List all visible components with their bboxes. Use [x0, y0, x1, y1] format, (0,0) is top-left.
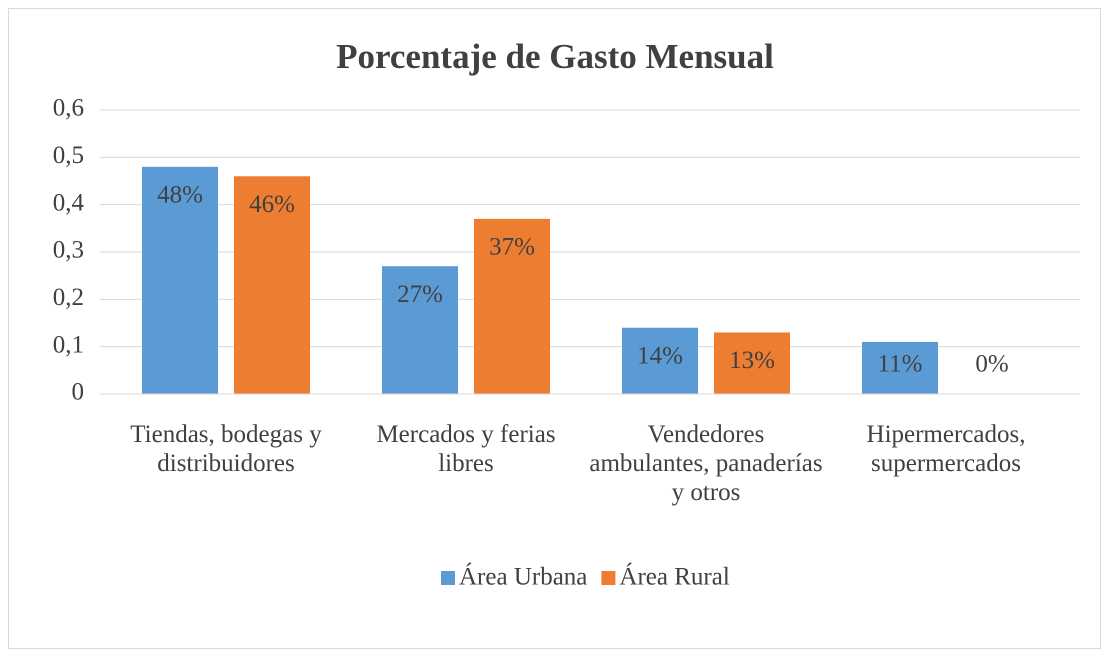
legend-label: Área Rural [619, 563, 729, 591]
bar [862, 341, 938, 394]
x-tick-label: Hipermercados, supermercados [866, 421, 1026, 477]
bar [622, 327, 698, 394]
legend-swatch [441, 571, 455, 585]
data-label: 37% [489, 234, 535, 261]
y-tick-label: 0,6 [53, 95, 84, 122]
y-tick-label: 0,1 [53, 331, 84, 358]
data-label: 46% [249, 191, 295, 218]
data-label: 27% [397, 281, 443, 308]
bar [714, 332, 790, 394]
legend-swatch [601, 571, 616, 585]
y-tick-label: 0,5 [53, 142, 84, 169]
bar [142, 166, 218, 394]
data-label: 0% [975, 351, 1008, 378]
y-tick-label: 0,2 [53, 284, 84, 311]
legend-label: Área Urbana [459, 563, 587, 591]
x-tick-label: Mercados y ferias libres [376, 421, 556, 477]
chart-title: Porcentaje de Gasto Mensual [336, 37, 774, 76]
data-label: 11% [878, 351, 923, 378]
data-label: 13% [729, 347, 775, 374]
x-tick-label: Tiendas, bodegas y distribuidores [130, 421, 322, 477]
bar [474, 218, 550, 394]
y-tick-label: 0 [72, 379, 85, 406]
bar [382, 266, 458, 394]
data-label: 14% [637, 342, 683, 369]
y-tick-label: 0,4 [53, 189, 85, 216]
data-label: 48% [157, 182, 203, 209]
bar [234, 176, 310, 394]
x-tick-label: Vendedores ambulantes, panaderías y otro… [589, 421, 823, 506]
y-tick-label: 0,3 [53, 237, 84, 264]
